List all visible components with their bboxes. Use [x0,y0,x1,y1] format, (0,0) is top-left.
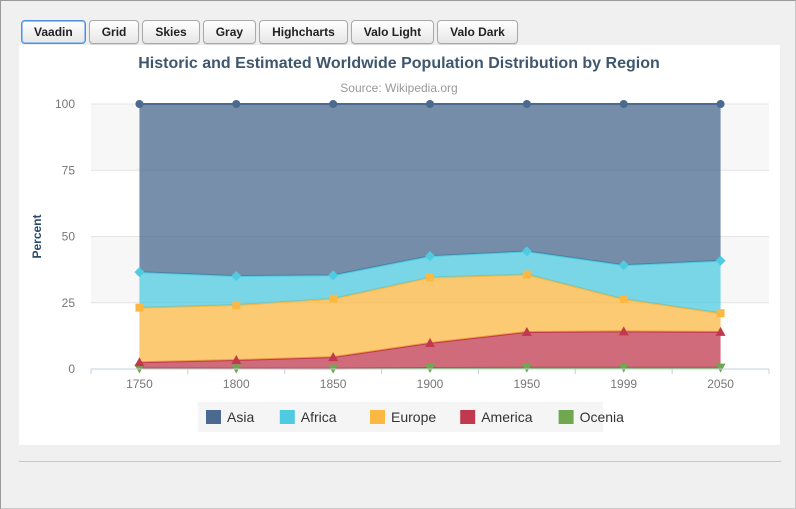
legend-label: Africa [301,409,337,425]
point-ocenia-2050[interactable] [715,363,726,373]
tab-skies[interactable]: Skies [142,20,200,44]
tab-highcharts[interactable]: Highcharts [259,20,348,44]
chart-subtitle: Source: Wikipedia.org [340,81,457,95]
legend-swatch [460,410,476,424]
chart-title: Historic and Estimated Worldwide Populat… [138,55,660,72]
divider [19,461,781,462]
point-asia-1750[interactable] [135,100,144,108]
y-tick-label: 75 [62,163,76,177]
point-europe-1900[interactable] [426,273,434,282]
legend-label: Ocenia [580,409,625,425]
legend-item-america[interactable]: America [460,409,533,425]
x-tick-label: 1999 [610,377,637,391]
point-asia-2050[interactable] [716,100,725,108]
x-tick-label: 1800 [223,377,250,391]
y-tick-label: 100 [55,97,75,111]
x-tick-label: 1900 [417,377,444,391]
y-tick-label: 25 [62,296,76,310]
x-tick-label: 2050 [707,377,734,391]
point-america-2050[interactable] [715,326,726,336]
point-africa-1850[interactable] [328,270,339,281]
tab-valo-dark[interactable]: Valo Dark [437,20,518,44]
x-tick-label: 1750 [126,377,153,391]
legend-swatch [558,410,574,424]
area-africa [139,251,721,314]
point-asia-1800[interactable] [232,100,241,108]
legend-item-africa[interactable]: Africa [279,409,337,425]
y-axis-title: Percent [30,214,44,258]
chart-panel: 1750 1800 1850 1900 1950 1999 2050 0 25 50 75 100 Hi… [19,45,780,445]
point-africa-2050[interactable] [715,255,726,266]
point-europe-1850[interactable] [329,294,338,303]
legend-label: Asia [227,409,254,425]
y-tick-label: 0 [68,362,75,376]
point-africa-1900[interactable] [425,251,435,262]
point-ocenia-1950[interactable] [521,363,532,373]
legend-item-ocenia[interactable]: Ocenia [558,409,625,425]
point-africa-1800[interactable] [231,271,242,282]
point-africa-1750[interactable] [134,267,145,278]
point-asia-1850[interactable] [329,100,338,108]
point-america-1800[interactable] [231,355,242,365]
legend-label: America [481,409,533,425]
tab-gray[interactable]: Gray [202,20,257,44]
point-europe-1750[interactable] [135,303,144,312]
area-asia [139,104,721,277]
point-america-1850[interactable] [328,352,339,362]
point-europe-2050[interactable] [716,309,725,318]
legend-label: Europe [391,409,436,425]
point-america-1999[interactable] [618,326,629,336]
x-tick-label: 1850 [320,377,347,391]
tab-valo-light[interactable]: Valo Light [350,20,435,44]
point-europe-1800[interactable] [232,301,241,310]
theme-tab-bar: Vaadin Grid Skies Gray Highcharts Valo Light V… [21,20,518,44]
area-europe [139,274,721,363]
point-ocenia-1999[interactable] [618,363,629,373]
y-tick-label: 50 [62,230,76,244]
point-america-1750[interactable] [134,357,145,367]
chart: 1750 1800 1850 1900 1950 1999 2050 0 25 50 75 100 Hi… [30,55,770,432]
point-asia-1950[interactable] [522,100,531,108]
tab-grid[interactable]: Grid [88,20,140,44]
point-africa-1999[interactable] [618,260,629,271]
point-america-1950[interactable] [521,327,532,337]
point-asia-1900[interactable] [426,100,434,108]
point-asia-1999[interactable] [619,100,628,108]
legend-item-asia[interactable]: Asia [206,409,254,425]
point-europe-1950[interactable] [522,270,531,279]
tab-vaadin[interactable]: Vaadin [21,20,86,44]
legend-swatch [206,410,221,424]
legend-item-europe[interactable]: Europe [370,409,436,425]
point-europe-1999[interactable] [619,295,628,304]
legend-swatch [370,410,385,424]
x-tick-label: 1950 [514,377,541,391]
legend-swatch [279,410,295,424]
point-africa-1950[interactable] [521,246,532,257]
legend-box [198,402,603,432]
point-america-1900[interactable] [425,337,435,347]
